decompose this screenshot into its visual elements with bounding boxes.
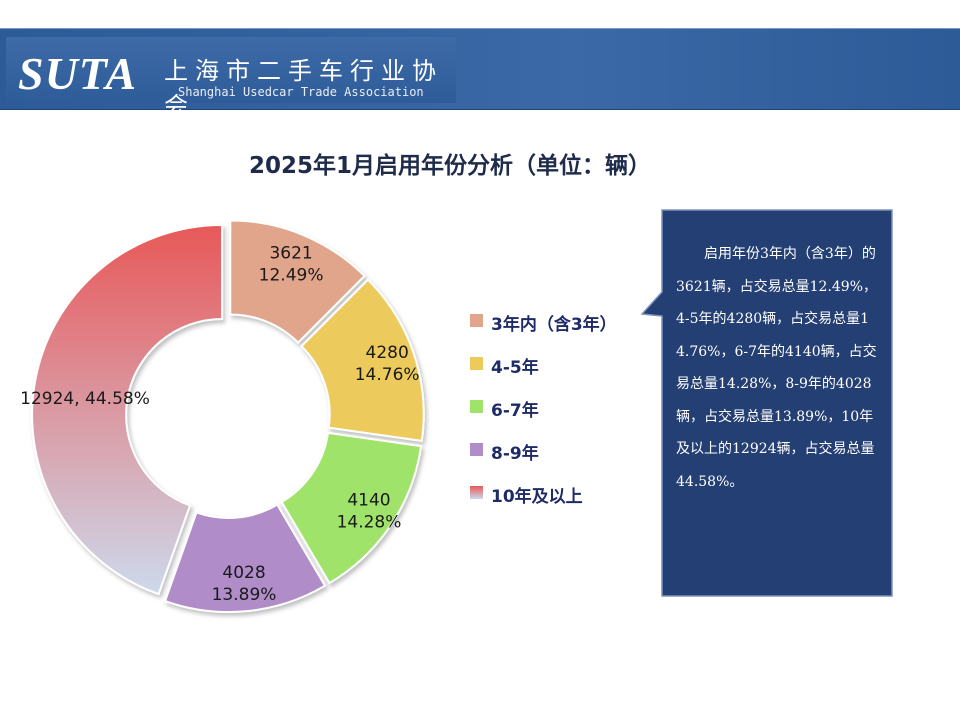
data-label: 14.28% bbox=[337, 512, 402, 532]
data-label: 4280 bbox=[366, 343, 409, 363]
legend-label: 4-5年 bbox=[491, 358, 539, 378]
legend-item: 6-7年 bbox=[470, 396, 617, 439]
pie-slice bbox=[229, 219, 366, 344]
logo-name-en: Shanghai Usedcar Trade Association bbox=[178, 85, 424, 99]
legend-swatch bbox=[470, 486, 483, 499]
data-label: 3621 bbox=[269, 244, 312, 264]
pie-slice bbox=[163, 503, 327, 613]
data-label: 4028 bbox=[222, 563, 265, 583]
callout-text: 启用年份3年内（含3年）的3621辆，占交易总量12.49%，4-5年的4280… bbox=[676, 246, 878, 490]
legend-swatch bbox=[470, 314, 483, 327]
pie-slice bbox=[31, 223, 224, 596]
legend-label: 10年及以上 bbox=[491, 487, 583, 507]
header-banner: SUTA 上海市二手车行业协会 Shanghai Usedcar Trade A… bbox=[0, 28, 960, 120]
legend-swatch bbox=[470, 400, 483, 413]
association-logo: SUTA 上海市二手车行业协会 Shanghai Usedcar Trade A… bbox=[6, 37, 456, 120]
pie-slice bbox=[300, 278, 425, 443]
legend-label: 3年内（含3年） bbox=[491, 315, 617, 335]
legend-item: 3年内（含3年） bbox=[470, 310, 617, 353]
data-label: 12.49% bbox=[259, 266, 324, 286]
data-label: 13.89% bbox=[212, 585, 277, 605]
data-label: 12924, 44.58% bbox=[20, 389, 150, 409]
legend-item: 4-5年 bbox=[470, 353, 617, 396]
legend-label: 6-7年 bbox=[491, 401, 539, 421]
summary-callout: 启用年份3年内（含3年）的3621辆，占交易总量12.49%，4-5年的4280… bbox=[636, 206, 898, 606]
pie-slice bbox=[280, 431, 423, 585]
legend-item: 8-9年 bbox=[470, 439, 617, 482]
logo-brand: SUTA bbox=[18, 48, 138, 99]
chart-title: 2025年1月启用年份分析（单位：辆） bbox=[248, 153, 652, 179]
logo-name-cn: 上海市二手车行业协会 bbox=[164, 57, 443, 120]
legend-item: 10年及以上 bbox=[470, 482, 617, 525]
data-label: 4140 bbox=[347, 490, 390, 510]
callout-box bbox=[640, 209, 893, 597]
legend-swatch bbox=[470, 357, 483, 370]
legend-label: 8-9年 bbox=[491, 444, 539, 464]
data-label: 14.76% bbox=[355, 365, 420, 385]
legend-swatch bbox=[470, 443, 483, 456]
chart-legend: 3年内（含3年） 4-5年 6-7年 8-9年 10年及以上 bbox=[470, 310, 617, 525]
